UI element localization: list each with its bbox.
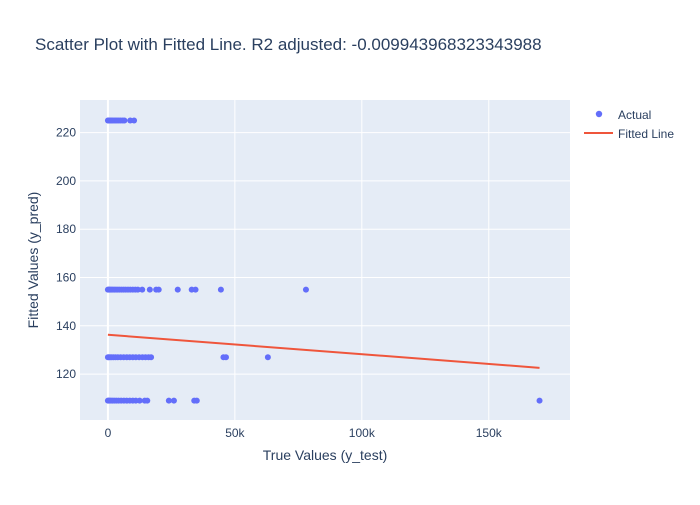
x-tick-label: 150k: [476, 426, 503, 440]
x-tick-label: 0: [105, 426, 112, 440]
y-tick-label: 140: [56, 319, 76, 333]
x-axis-label: True Values (y_test): [263, 447, 388, 463]
actual-point: [136, 397, 143, 404]
actual-point: [174, 286, 181, 293]
x-tick-label: 50k: [225, 426, 245, 440]
actual-point: [222, 354, 229, 361]
actual-point: [165, 397, 172, 404]
actual-point: [217, 286, 224, 293]
y-tick-label: 160: [56, 271, 76, 285]
legend-label-actual: Actual: [618, 108, 651, 122]
series-layer: [104, 117, 543, 404]
actual-point: [139, 286, 146, 293]
y-axis-label: Fitted Values (y_pred): [25, 192, 41, 329]
actual-point: [146, 286, 153, 293]
actual-point: [302, 286, 309, 293]
legend-label-fitted-line: Fitted Line: [618, 127, 674, 141]
actual-points: [104, 117, 543, 404]
chart-title: Scatter Plot with Fitted Line. R2 adjust…: [35, 35, 542, 54]
actual-point: [170, 397, 177, 404]
actual-point: [193, 397, 200, 404]
fitted-line: [107, 333, 540, 369]
y-tick-label: 220: [56, 126, 76, 140]
actual-point: [192, 286, 199, 293]
actual-point: [121, 117, 128, 124]
x-tick-label: 100k: [349, 426, 376, 440]
actual-point: [148, 354, 155, 361]
x-axis-ticks: 0 50k 100k 150k: [105, 426, 503, 440]
y-tick-label: 200: [56, 174, 76, 188]
actual-point: [155, 286, 162, 293]
legend-item-fitted-line[interactable]: Fitted Line: [584, 127, 674, 141]
legend-item-actual[interactable]: Actual: [595, 108, 652, 122]
actual-point: [144, 397, 151, 404]
legend: Actual Fitted Line: [584, 108, 674, 141]
actual-point: [536, 397, 543, 404]
actual-point: [131, 117, 138, 124]
y-axis-ticks: 120 140 160 180 200 220: [56, 126, 76, 382]
y-tick-label: 180: [56, 222, 76, 236]
grid-lines: [80, 100, 570, 420]
y-tick-label: 120: [56, 367, 76, 381]
actual-point: [134, 286, 141, 293]
fitted-line-layer: [107, 333, 540, 369]
legend-marker-actual: [595, 110, 603, 118]
plot-area: [80, 100, 570, 420]
actual-point: [264, 354, 271, 361]
